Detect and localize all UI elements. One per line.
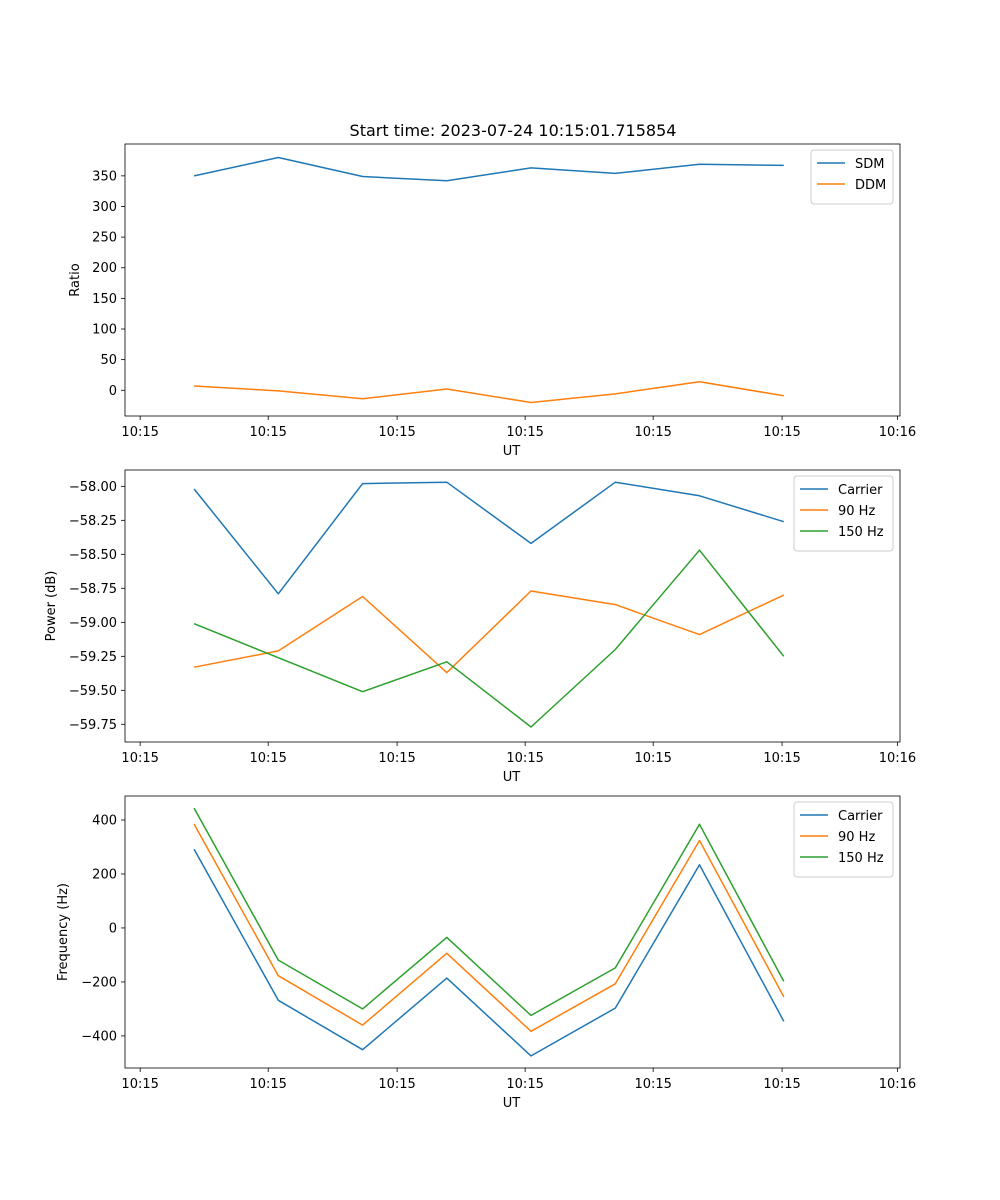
power-x-tick-label: 10:15 xyxy=(506,751,543,766)
ratio-x-tick-label: 10:16 xyxy=(879,425,916,440)
power-legend-label-90-hz: 90 Hz xyxy=(838,504,875,519)
power-panel: 10:15 10:15 10:15 10:15 10:15 10:15 10:16 −59.7… xyxy=(44,469,916,785)
frequency-legend-label-90-hz: 90 Hz xyxy=(838,830,875,845)
ratio-y-tick-label: 250 xyxy=(92,231,117,246)
ratio-y-tick-label: 50 xyxy=(100,353,117,368)
frequency-y-tick-label: 0 xyxy=(109,921,117,936)
frequency-y-tick-label: 400 xyxy=(92,814,117,829)
power-x-tick-label: 10:15 xyxy=(121,751,158,766)
ratio-series-ddm-line xyxy=(194,380,784,404)
figure-title: Start time: 2023-07-24 10:15:01.715854 xyxy=(350,121,677,140)
ratio-y-tick-label: 300 xyxy=(92,200,117,215)
power-y-tick-label: −59.50 xyxy=(69,684,117,699)
frequency-y-tick-label: −200 xyxy=(81,975,117,990)
frequency-series-carrier-line xyxy=(193,848,785,1057)
ratio-x-axis-label: UT xyxy=(503,444,521,459)
ratio-y-tick-label: 100 xyxy=(92,323,117,338)
power-x-axis-label: UT xyxy=(503,770,521,785)
power-x-tick-label: 10:16 xyxy=(879,751,916,766)
power-x-tick-label: 10:15 xyxy=(763,751,800,766)
frequency-y-tick-label: −400 xyxy=(81,1029,117,1044)
frequency-y-tick-label: 200 xyxy=(92,867,117,882)
frequency-legend-label-carrier: Carrier xyxy=(838,809,883,824)
ratio-x-tick-label: 10:15 xyxy=(378,425,415,440)
ratio-x-tick-label: 10:15 xyxy=(763,425,800,440)
ratio-panel: 10:15 10:15 10:15 10:15 10:15 10:15 10:16 0 50 10… xyxy=(68,143,916,459)
ratio-y-tick-label: 350 xyxy=(92,169,117,184)
power-y-tick-label: −58.75 xyxy=(69,582,117,597)
frequency-x-tick-label: 10:15 xyxy=(249,1077,286,1092)
frequency-x-axis-label: UT xyxy=(503,1096,521,1111)
ratio-y-tick-label: 0 xyxy=(109,384,117,399)
frequency-x-tick-label: 10:15 xyxy=(378,1077,415,1092)
power-x-tick-label: 10:15 xyxy=(249,751,286,766)
frequency-series-90-hz-line xyxy=(193,823,785,1033)
power-y-tick-label: −59.25 xyxy=(69,650,117,665)
power-legend-label-carrier: Carrier xyxy=(838,483,883,498)
power-y-tick-label: −58.00 xyxy=(69,480,117,495)
power-y-tick-label: −59.00 xyxy=(69,616,117,631)
power-x-tick-label: 10:15 xyxy=(378,751,415,766)
power-axes-frame xyxy=(124,469,901,743)
frequency-x-tick-label: 10:15 xyxy=(121,1077,158,1092)
frequency-axes-frame xyxy=(124,795,901,1069)
frequency-x-tick-label: 10:15 xyxy=(506,1077,543,1092)
frequency-y-axis-label: Frequency (Hz) xyxy=(56,883,71,981)
ratio-x-tick-label: 10:15 xyxy=(506,425,543,440)
ratio-axes-frame xyxy=(124,143,901,417)
ratio-y-tick-label: 150 xyxy=(92,292,117,307)
frequency-panel: 10:15 10:15 10:15 10:15 10:15 10:15 10:16 −400 −… xyxy=(56,795,916,1111)
power-series-90-hz-line xyxy=(193,590,785,674)
ratio-x-tick-label: 10:15 xyxy=(249,425,286,440)
frequency-x-tick-label: 10:15 xyxy=(763,1077,800,1092)
power-series-carrier-line xyxy=(193,481,785,595)
ratio-series-sdm-line xyxy=(193,156,784,182)
ratio-y-axis-label: Ratio xyxy=(68,263,83,296)
ratio-x-tick-label: 10:15 xyxy=(121,425,158,440)
power-legend-label-150-hz: 150 Hz xyxy=(838,525,884,540)
power-y-axis-label: Power (dB) xyxy=(44,571,59,642)
ratio-y-tick-label: 200 xyxy=(92,261,117,276)
power-series-150-hz-line xyxy=(193,549,785,728)
power-legend-box xyxy=(793,475,894,552)
ratio-legend-label-ddm: DDM xyxy=(855,178,886,193)
power-y-tick-label: −58.50 xyxy=(69,548,117,563)
frequency-x-tick-label: 10:16 xyxy=(879,1077,916,1092)
power-y-tick-label: −58.25 xyxy=(69,514,117,529)
ratio-x-tick-label: 10:15 xyxy=(634,425,671,440)
frequency-legend-label-150-hz: 150 Hz xyxy=(838,851,884,866)
ratio-legend-label-sdm: SDM xyxy=(855,157,884,172)
frequency-legend-box xyxy=(793,801,894,878)
frequency-series-150-hz-line xyxy=(193,807,785,1017)
frequency-x-tick-label: 10:15 xyxy=(634,1077,671,1092)
power-y-tick-label: −59.75 xyxy=(69,718,117,733)
power-x-tick-label: 10:15 xyxy=(634,751,671,766)
